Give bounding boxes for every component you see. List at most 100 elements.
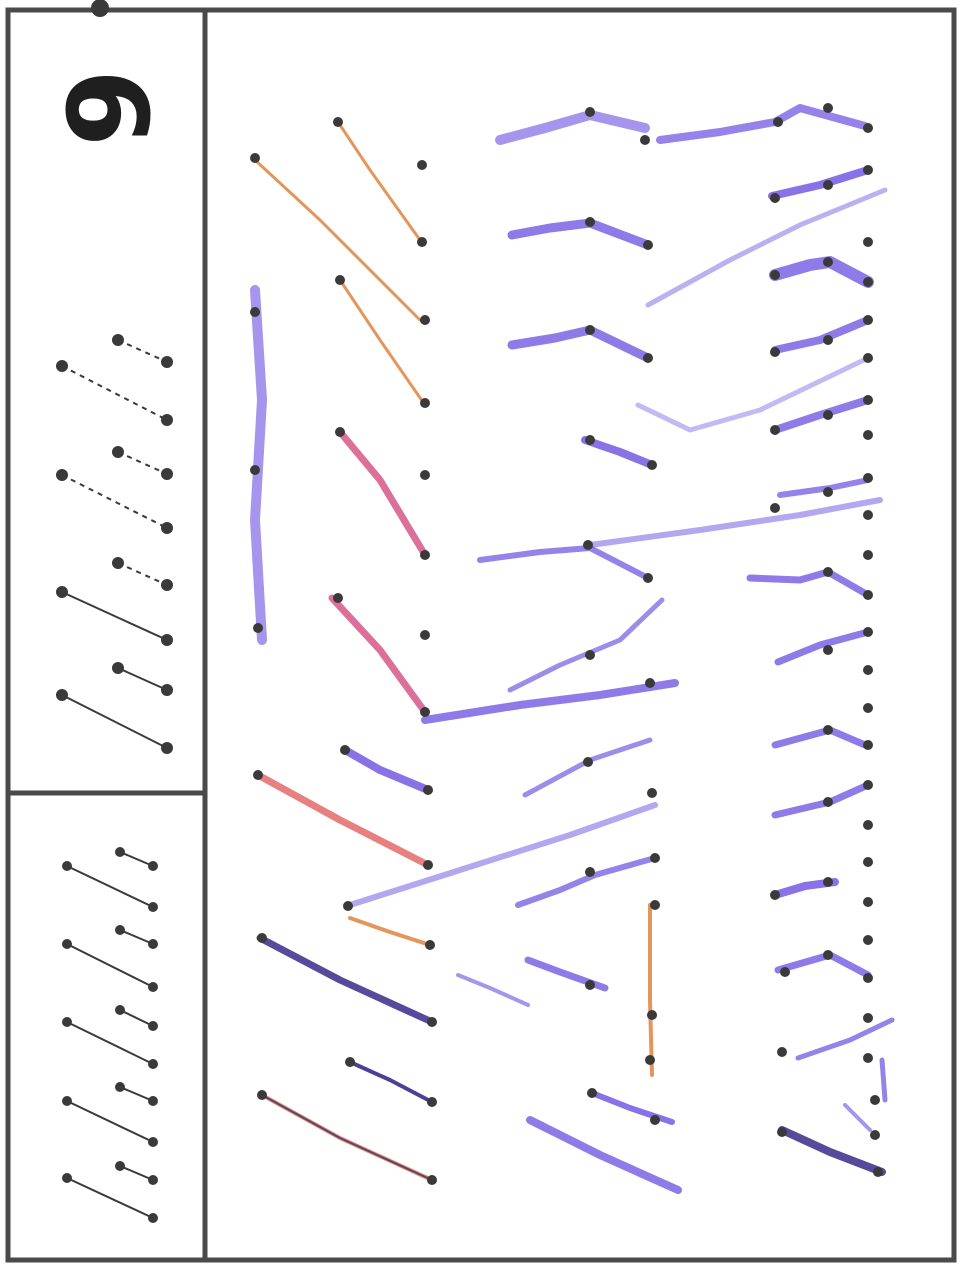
crayon-stroke [421,679,679,724]
guide-line [119,1086,154,1102]
dot-marker [115,1082,125,1092]
crayon-stroke [522,737,653,798]
dot-marker [62,861,72,871]
dot-marker [645,1055,655,1065]
crayon-stroke [648,903,654,1077]
dot-marker [420,707,430,717]
dot-marker [148,1021,158,1031]
guide-line [66,1021,154,1065]
guide-line [66,865,154,908]
dot-marker [777,1047,787,1057]
crayon-stroke [256,934,436,1026]
worksheet-frames [5,0,957,1263]
dot-marker [640,135,650,145]
dot-marker [345,1057,355,1067]
crayon-stroke [253,158,422,322]
dot-marker [823,410,833,420]
dot-marker [333,593,343,603]
dot-marker [863,935,873,945]
dot-marker [161,522,173,534]
guide-line [119,851,154,867]
dot-marker [161,684,173,696]
dot-marker [420,470,430,480]
crayon-stroke [771,726,869,749]
dot-marker [583,757,593,767]
dot-marker [583,540,593,550]
dot-marker [420,315,430,325]
dot-marker [112,662,124,674]
dot-marker [823,103,833,113]
crayon-stroke [507,325,653,363]
dot-marker [62,1173,72,1183]
crayon-stroke [261,1094,433,1181]
dot-marker [161,742,173,754]
dot-marker [115,847,125,857]
dot-marker [650,900,660,910]
guide-line [117,451,168,475]
crayon-stroke [477,545,651,581]
crayon-stroke [495,110,650,145]
crayon-stroke [771,396,872,434]
crayon-stroke [341,746,432,794]
dot-marker [650,1115,660,1125]
crayon-stroke [774,951,872,979]
dot-marker [770,347,780,357]
dot-marker [777,1127,787,1137]
dot-marker [115,1161,125,1171]
dot-marker [340,745,350,755]
crayon-stroke [635,355,871,433]
dot-marker [112,446,124,458]
dot-marker [863,237,873,247]
dot-marker [863,820,873,830]
crayon-stroke [589,1090,675,1125]
dot-marker [585,980,595,990]
crayon-stroke [348,1060,434,1104]
dot-marker [148,982,158,992]
crayon-stroke [336,120,422,242]
guide-line [117,562,168,586]
crayon-strokes [250,104,895,1194]
dot-marker [863,315,873,325]
dot-marker [823,487,833,497]
dot-marker [250,153,260,163]
dot-marker [823,335,833,345]
dot-marker [420,630,430,640]
dot-marker [823,797,833,807]
dot-marker [863,1013,873,1023]
dot-marker [423,860,433,870]
guide-line [66,1177,154,1219]
dot-marker [863,430,873,440]
dot-marker [257,1090,267,1100]
dot-marker [863,897,873,907]
dot-marker [585,650,595,660]
dot-marker [823,257,833,267]
guide-line [119,929,154,945]
dot-marker [647,1010,657,1020]
example-guide-lines [61,339,168,1219]
dot-marker [148,1096,158,1106]
dot-marker [333,117,343,127]
dot-marker [148,1137,158,1147]
dot-marker [257,933,267,943]
dot-marker [115,1005,125,1015]
dot-marker [250,465,260,475]
dot-marker [253,623,263,633]
crayon-stroke [771,316,872,354]
dot-marker [585,325,595,335]
dot-marker [161,356,173,368]
crayon-stroke [526,1116,682,1194]
dot-marker [335,275,345,285]
dot-marker [823,950,833,960]
crayon-stroke [645,187,888,308]
dot-marker [56,586,68,598]
dot-marker [643,240,653,250]
guide-line [61,591,168,641]
dot-marker [427,1097,437,1107]
dot-marker [585,867,595,877]
dot-marker [823,645,833,655]
dot-marker [863,703,873,713]
dot-marker [148,1059,158,1069]
dot-marker [115,925,125,935]
dot-marker [770,193,780,203]
